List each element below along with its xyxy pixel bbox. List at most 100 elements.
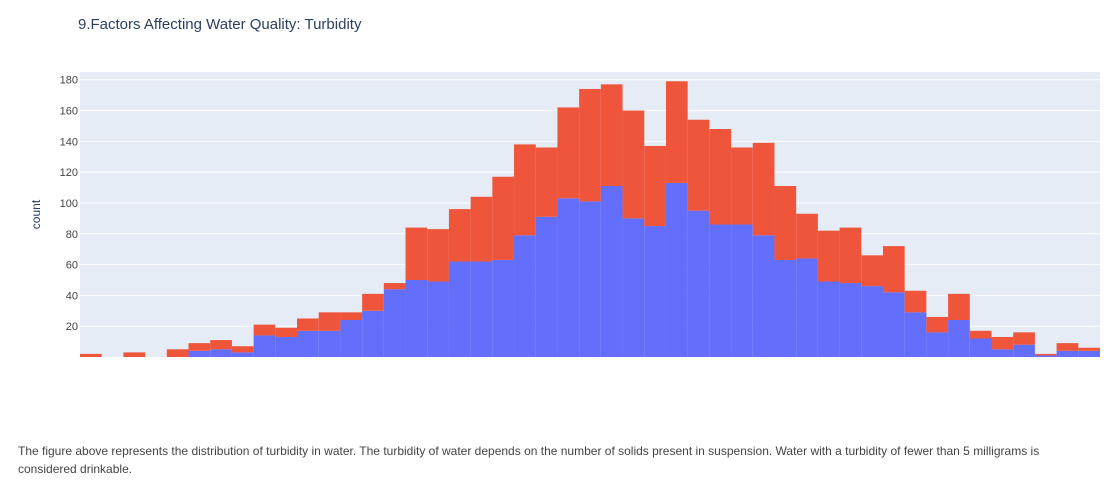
bar-blue[interactable]	[774, 259, 797, 357]
y-tick-label: 160	[60, 106, 78, 118]
bars[interactable]	[80, 81, 1100, 357]
bar-red[interactable]	[210, 340, 232, 350]
bar-red[interactable]	[579, 88, 601, 202]
bar-red[interactable]	[362, 293, 384, 311]
bar-blue[interactable]	[579, 201, 601, 357]
bar-red[interactable]	[383, 283, 406, 290]
bar-red[interactable]	[535, 147, 558, 217]
bar-blue[interactable]	[926, 332, 949, 357]
bar-blue[interactable]	[318, 330, 341, 357]
bar-red[interactable]	[275, 327, 298, 337]
bar-red[interactable]	[882, 246, 905, 293]
bar-blue[interactable]	[948, 320, 970, 357]
bar-red[interactable]	[448, 209, 471, 262]
bar-red[interactable]	[774, 186, 797, 260]
bar-blue[interactable]	[1013, 344, 1035, 357]
bar-blue[interactable]	[1034, 355, 1057, 357]
bar-blue[interactable]	[731, 224, 753, 357]
bar-blue[interactable]	[427, 281, 449, 357]
bar-red[interactable]	[123, 352, 146, 357]
bar-blue[interactable]	[665, 182, 688, 357]
bar-red[interactable]	[340, 312, 363, 321]
bar-red[interactable]	[752, 142, 775, 236]
bar-blue[interactable]	[535, 216, 558, 357]
bar-red[interactable]	[709, 129, 732, 225]
y-axis: 20 40 60 80 100 120 140 160 180	[60, 75, 78, 333]
bar-red[interactable]	[297, 318, 319, 331]
bar-blue[interactable]	[210, 349, 232, 357]
chart-title: 9.Factors Affecting Water Quality: Turbi…	[78, 16, 362, 33]
bar-blue[interactable]	[861, 286, 883, 357]
bar-blue[interactable]	[709, 224, 732, 357]
y-tick-label: 40	[66, 290, 78, 302]
bar-red[interactable]	[318, 312, 341, 331]
bar-red[interactable]	[1034, 353, 1057, 356]
y-tick-label: 20	[66, 321, 78, 333]
bar-red[interactable]	[861, 255, 883, 287]
turbidity-histogram[interactable]: 20 40 60 80 100 120 140 160 180 count	[0, 0, 1116, 420]
bar-red[interactable]	[427, 229, 449, 282]
bar-red[interactable]	[1013, 332, 1035, 345]
bar-blue[interactable]	[752, 235, 775, 357]
bar-blue[interactable]	[362, 310, 384, 357]
bar-blue[interactable]	[796, 258, 818, 357]
bar-blue[interactable]	[969, 338, 992, 357]
bar-blue[interactable]	[1078, 350, 1100, 357]
bar-blue[interactable]	[904, 312, 927, 357]
bar-red[interactable]	[1078, 347, 1100, 351]
bar-red[interactable]	[839, 227, 862, 284]
bar-red[interactable]	[904, 290, 927, 313]
bar-blue[interactable]	[448, 261, 471, 357]
y-tick-label: 100	[60, 198, 78, 210]
bar-blue[interactable]	[839, 283, 862, 357]
bar-red[interactable]	[188, 343, 211, 351]
bar-blue[interactable]	[275, 336, 298, 357]
bar-blue[interactable]	[514, 235, 536, 357]
bar-red[interactable]	[166, 349, 189, 357]
bar-blue[interactable]	[1056, 350, 1079, 357]
bar-red[interactable]	[622, 110, 645, 219]
bar-red[interactable]	[405, 227, 428, 280]
bar-blue[interactable]	[600, 186, 623, 357]
bar-blue[interactable]	[383, 289, 406, 357]
bar-blue[interactable]	[882, 292, 905, 357]
bar-red[interactable]	[514, 144, 536, 236]
bar-red[interactable]	[470, 196, 493, 262]
bar-red[interactable]	[731, 147, 753, 225]
bar-red[interactable]	[557, 107, 580, 199]
bar-red[interactable]	[231, 346, 254, 353]
y-axis-label: count	[29, 199, 43, 229]
bar-red[interactable]	[991, 336, 1014, 350]
bar-red[interactable]	[687, 119, 710, 211]
bar-red[interactable]	[492, 176, 515, 260]
y-tick-label: 60	[66, 260, 78, 272]
y-tick-label: 80	[66, 229, 78, 241]
bar-blue[interactable]	[557, 198, 580, 357]
bar-red[interactable]	[665, 81, 688, 183]
bar-red[interactable]	[926, 316, 949, 333]
bar-blue[interactable]	[340, 320, 363, 357]
y-tick-label: 120	[60, 167, 78, 179]
bar-blue[interactable]	[253, 335, 276, 357]
bar-blue[interactable]	[687, 210, 710, 357]
bar-blue[interactable]	[231, 352, 254, 357]
bar-red[interactable]	[948, 293, 970, 321]
y-tick-label: 180	[60, 75, 78, 87]
bar-red[interactable]	[1056, 343, 1079, 351]
bar-blue[interactable]	[622, 218, 645, 357]
bar-red[interactable]	[80, 353, 102, 357]
bar-blue[interactable]	[991, 349, 1014, 357]
bar-red[interactable]	[644, 145, 666, 227]
bar-blue[interactable]	[492, 259, 515, 357]
bar-blue[interactable]	[470, 261, 493, 357]
bar-red[interactable]	[969, 330, 992, 339]
bar-red[interactable]	[253, 324, 276, 336]
bar-blue[interactable]	[188, 350, 211, 357]
bar-blue[interactable]	[297, 330, 319, 357]
bar-red[interactable]	[600, 84, 623, 186]
bar-red[interactable]	[796, 213, 818, 259]
bar-blue[interactable]	[405, 279, 428, 357]
bar-blue[interactable]	[817, 281, 840, 357]
bar-red[interactable]	[817, 230, 840, 282]
bar-blue[interactable]	[644, 226, 666, 357]
